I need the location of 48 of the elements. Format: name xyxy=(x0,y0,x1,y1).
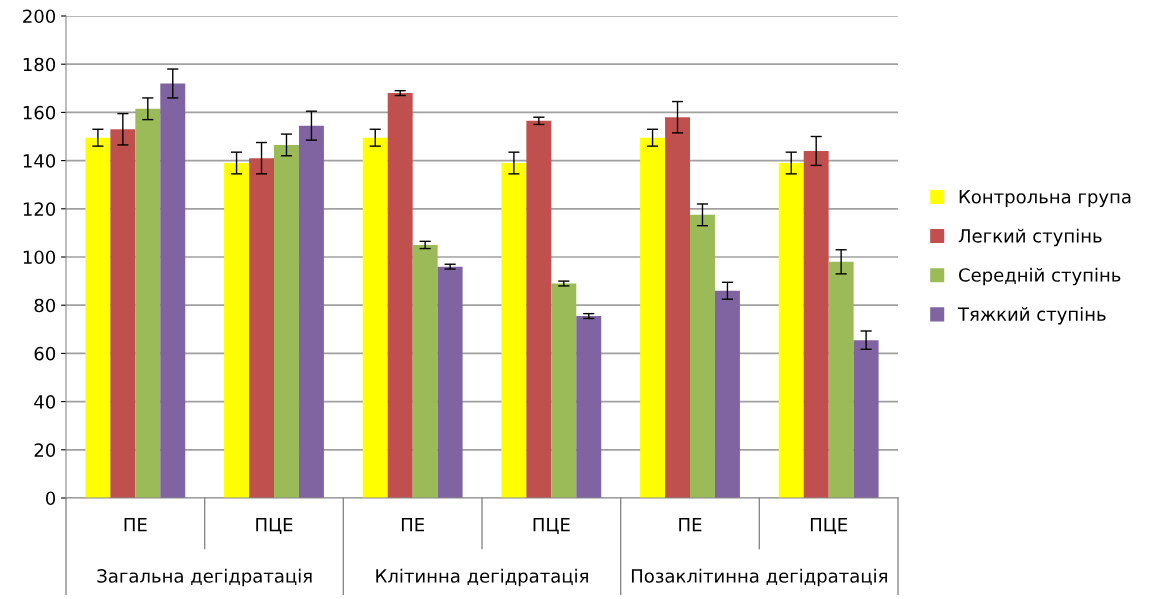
y-tick-label: 160 xyxy=(23,105,56,120)
bar xyxy=(110,129,136,498)
bar xyxy=(714,290,740,498)
y-tick-label: 60 xyxy=(34,346,56,361)
bar xyxy=(803,150,829,498)
bar xyxy=(665,117,690,498)
x-tick-label: ПЦЕ xyxy=(533,518,570,534)
y-tick-label: 100 xyxy=(23,250,56,265)
bar xyxy=(160,83,186,498)
legend-label: Контрольна група xyxy=(959,190,1131,208)
x-tick-label: ПЦЕ xyxy=(256,518,293,534)
y-tick-label: 40 xyxy=(34,395,56,409)
text: Загальна дегідратація xyxy=(97,568,312,587)
y-tick-label: 0 xyxy=(45,491,56,506)
legend-label: Середній ступінь xyxy=(958,267,1121,286)
bar xyxy=(828,261,854,498)
bar xyxy=(224,163,250,498)
bar xyxy=(640,137,666,498)
bar xyxy=(526,120,552,498)
bar xyxy=(501,163,527,498)
legend-label: Тяжкий ступінь xyxy=(957,306,1106,325)
y-tick-label: 80 xyxy=(34,298,56,313)
y-tick-label: 180 xyxy=(23,57,56,72)
legend-label: Легкий ступінь xyxy=(958,228,1102,247)
bar xyxy=(551,283,577,498)
x-tick-label: ПЕ xyxy=(124,518,147,532)
bar xyxy=(690,214,715,498)
bar xyxy=(298,125,324,498)
bar xyxy=(274,144,299,498)
x-tick-label: ПЦЕ xyxy=(810,518,848,534)
bar xyxy=(853,340,879,498)
bar xyxy=(576,316,602,498)
bar xyxy=(249,158,274,498)
y-tick-label: 120 xyxy=(23,202,56,216)
text: Позаклітинна дегідратація xyxy=(631,568,887,587)
x-tick-label: ПЕ xyxy=(679,518,702,532)
bar xyxy=(437,266,463,498)
bar xyxy=(387,93,413,498)
x-tick-label: ПЕ xyxy=(401,518,424,532)
bar xyxy=(135,108,161,498)
bar xyxy=(85,137,111,498)
y-tick-label: 140 xyxy=(23,154,56,168)
bar xyxy=(778,163,804,498)
bar xyxy=(412,244,438,498)
bar xyxy=(362,137,388,498)
y-tick-label: 20 xyxy=(34,443,56,457)
text: Клітинна дегідратація xyxy=(376,568,588,587)
y-tick-label: 200 xyxy=(23,9,56,24)
